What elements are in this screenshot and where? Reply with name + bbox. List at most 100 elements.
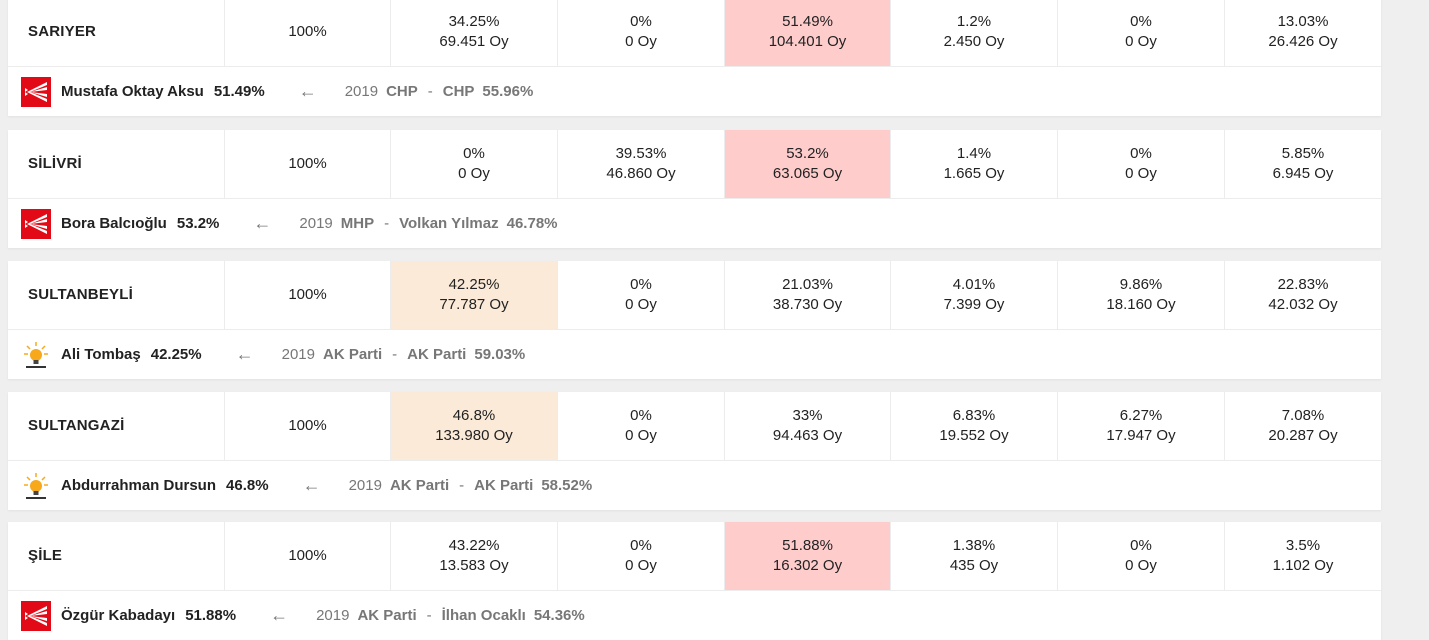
party-result-cell: 21.03% 38.730 Oy	[725, 261, 891, 329]
ak-parti-logo-icon	[21, 340, 51, 370]
previous-election-info: 2019 MHP - Volkan Yılmaz 46.78%	[299, 215, 557, 232]
party-votes: 0 Oy	[625, 296, 657, 313]
party-result-cell: 0% 0 Oy	[1058, 130, 1225, 198]
winner-row: Mustafa Oktay Aksu 51.49% ← 2019 CHP - CHP 5…	[8, 67, 1381, 116]
party-votes: 0 Oy	[1125, 33, 1157, 50]
prev-party: CHP	[386, 83, 418, 100]
counted-percentage: 100%	[225, 130, 391, 198]
party-votes: 13.583 Oy	[439, 557, 509, 574]
party-pct: 3.5%	[1285, 537, 1321, 554]
party-pct: 34.25%	[448, 13, 500, 30]
party-pct: 9.86%	[1119, 276, 1163, 293]
party-votes: 1.665 Oy	[943, 165, 1005, 182]
winner-candidate-pct: 51.88%	[185, 607, 237, 624]
prev-winner: AK Parti	[474, 477, 534, 494]
party-pct: 0%	[463, 145, 485, 162]
winner-candidate-pct: 53.2%	[176, 215, 220, 232]
previous-election-info: 2019 AK Parti - İlhan Ocaklı 54.36%	[316, 607, 585, 624]
party-votes: 77.787 Oy	[439, 296, 509, 313]
party-pct: 33%	[792, 407, 823, 424]
winner-row: Bora Balcıoğlu 53.2% ← 2019 MHP - Volkan Yı…	[8, 199, 1381, 248]
previous-election-info: 2019 AK Parti - AK Parti 58.52%	[349, 477, 593, 494]
party-pct: 53.2%	[786, 145, 829, 162]
separator: -	[459, 477, 465, 494]
chp-logo-icon	[21, 600, 51, 631]
district-card-sultanbeyli: SULTANBEYLİ 100% 42.25% 77.787 Oy 0% 0 Oy …	[8, 261, 1381, 379]
counted-percentage: 100%	[225, 522, 391, 590]
party-votes: 26.426 Oy	[1268, 33, 1338, 50]
party-pct: 43.22%	[448, 537, 500, 554]
party-pct: 5.85%	[1281, 145, 1325, 162]
previous-election-info: 2019 AK Parti - AK Parti 59.03%	[282, 346, 526, 363]
party-votes: 63.065 Oy	[772, 165, 843, 182]
party-result-cell: 13.03% 26.426 Oy	[1225, 0, 1381, 66]
party-votes: 18.160 Oy	[1106, 296, 1176, 313]
party-pct: 0%	[630, 13, 652, 30]
party-result-cell: 6.27% 17.947 Oy	[1058, 392, 1225, 460]
district-name: SİLİVRİ	[8, 130, 225, 198]
prev-year: 2019	[299, 215, 333, 232]
prev-year: 2019	[348, 477, 382, 494]
party-votes: 16.302 Oy	[772, 557, 843, 574]
separator: -	[427, 83, 433, 100]
party-votes: 0 Oy	[1125, 557, 1157, 574]
winner-candidate-pct: 42.25%	[150, 346, 202, 363]
party-pct: 0%	[630, 407, 652, 424]
party-votes: 46.860 Oy	[606, 165, 676, 182]
prev-party: AK Parti	[389, 477, 450, 494]
party-result-cell-winner: 42.25% 77.787 Oy	[391, 261, 558, 329]
separator: -	[426, 607, 432, 624]
prev-pct: 58.52%	[541, 477, 593, 494]
prev-pct: 54.36%	[533, 607, 585, 624]
party-votes: 0 Oy	[458, 165, 490, 182]
party-votes: 2.450 Oy	[943, 33, 1005, 50]
party-pct: 1.4%	[956, 145, 992, 162]
party-pct: 6.83%	[952, 407, 996, 424]
prev-winner: CHP	[442, 83, 475, 100]
district-name: ŞİLE	[8, 522, 225, 590]
party-pct: 1.2%	[956, 13, 992, 30]
party-result-cell: 0% 0 Oy	[1058, 522, 1225, 590]
party-result-cell: 0% 0 Oy	[558, 522, 725, 590]
party-result-cell: 0% 0 Oy	[558, 0, 725, 66]
prev-pct: 46.78%	[506, 215, 558, 232]
prev-winner: İlhan Ocaklı	[441, 607, 526, 624]
winner-row: Özgür Kabadayı 51.88% ← 2019 AK Parti - İlh…	[8, 591, 1381, 640]
arrow-left-icon: ←	[235, 344, 254, 364]
party-pct: 51.88%	[782, 537, 833, 554]
party-result-cell: 1.4% 1.665 Oy	[891, 130, 1058, 198]
party-votes: 133.980 Oy	[435, 427, 513, 444]
party-result-cell: 1.38% 435 Oy	[891, 522, 1058, 590]
party-pct: 13.03%	[1277, 13, 1329, 30]
separator: -	[384, 215, 390, 232]
party-result-cell: 5.85% 6.945 Oy	[1225, 130, 1381, 198]
party-votes: 104.401 Oy	[768, 33, 847, 50]
party-pct: 4.01%	[952, 276, 996, 293]
party-result-cell: 4.01% 7.399 Oy	[891, 261, 1058, 329]
prev-party: AK Parti	[322, 346, 383, 363]
arrow-left-icon: ←	[302, 475, 321, 495]
party-pct: 6.27%	[1119, 407, 1163, 424]
winner-candidate-pct: 51.49%	[213, 83, 265, 100]
previous-election-info: 2019 CHP - CHP 55.96%	[345, 83, 534, 100]
party-pct: 51.49%	[782, 13, 833, 30]
party-result-cell: 0% 0 Oy	[391, 130, 558, 198]
party-pct: 39.53%	[615, 145, 667, 162]
party-result-cell: 34.25% 69.451 Oy	[391, 0, 558, 66]
district-name: SULTANGAZİ	[8, 392, 225, 460]
winner-candidate-name: Abdurrahman Dursun	[61, 477, 217, 494]
arrow-left-icon: ←	[253, 213, 272, 233]
arrow-left-icon: ←	[298, 81, 317, 101]
party-votes: 7.399 Oy	[943, 296, 1005, 313]
chp-logo-icon	[21, 76, 51, 107]
party-result-cell: 0% 0 Oy	[558, 392, 725, 460]
party-pct: 42.25%	[448, 276, 500, 293]
party-result-cell: 3.5% 1.102 Oy	[1225, 522, 1381, 590]
prev-year: 2019	[281, 346, 315, 363]
party-votes: 20.287 Oy	[1268, 427, 1338, 444]
district-results-row: SULTANGAZİ 100% 46.8% 133.980 Oy 0% 0 Oy 3…	[8, 392, 1381, 461]
party-pct: 7.08%	[1281, 407, 1325, 424]
winner-candidate-name: Özgür Kabadayı	[61, 607, 176, 624]
party-result-cell: 9.86% 18.160 Oy	[1058, 261, 1225, 329]
winner-candidate-name: Mustafa Oktay Aksu	[61, 83, 204, 100]
